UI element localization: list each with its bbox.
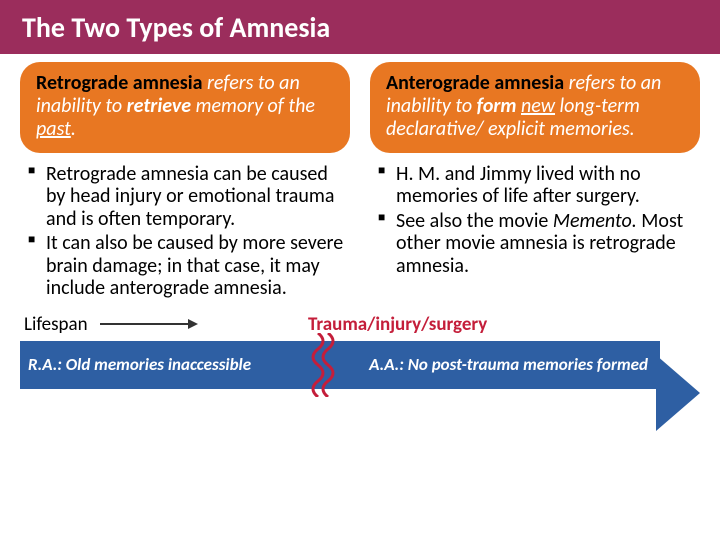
- lifespan-arrow-icon: [100, 323, 190, 325]
- right-column: Anterograde amnesia refers to an inabili…: [370, 62, 700, 301]
- lifespan-label: Lifespan: [24, 313, 88, 336]
- timeline-diagram: Lifespan Trauma/injury/surgery R.A.: Old…: [20, 313, 700, 407]
- retrograde-bullets: Retrograde amnesia can be caused by head…: [20, 163, 350, 299]
- page-title: The Two Types of Amnesia: [22, 10, 330, 45]
- aa-label: A.A.: No post-trauma memories formed: [314, 356, 660, 374]
- retrograde-term: Retrograde amnesia: [36, 71, 203, 95]
- list-item: It can also be caused by more severe bra…: [28, 232, 350, 299]
- break-squiggle-icon: [310, 333, 336, 397]
- anterograde-box: Anterograde amnesia refers to an inabili…: [370, 62, 700, 153]
- ra-label: R.A.: Old memories inaccessible: [20, 356, 314, 374]
- arrow-head-icon: [656, 355, 700, 431]
- content-columns: Retrograde amnesia refers to an inabilit…: [0, 54, 720, 301]
- timeline-arrow: R.A.: Old memories inaccessible A.A.: No…: [20, 341, 660, 389]
- retrograde-box: Retrograde amnesia refers to an inabilit…: [20, 62, 350, 153]
- header-bar: The Two Types of Amnesia: [0, 0, 720, 54]
- list-item: See also the movie Memento. Most other m…: [378, 210, 700, 277]
- anterograde-bullets: H. M. and Jimmy lived with no memories o…: [370, 163, 700, 277]
- list-item: Retrograde amnesia can be caused by head…: [28, 163, 350, 230]
- list-item: H. M. and Jimmy lived with no memories o…: [378, 163, 700, 208]
- left-column: Retrograde amnesia refers to an inabilit…: [20, 62, 350, 301]
- anterograde-term: Anterograde amnesia: [386, 71, 564, 95]
